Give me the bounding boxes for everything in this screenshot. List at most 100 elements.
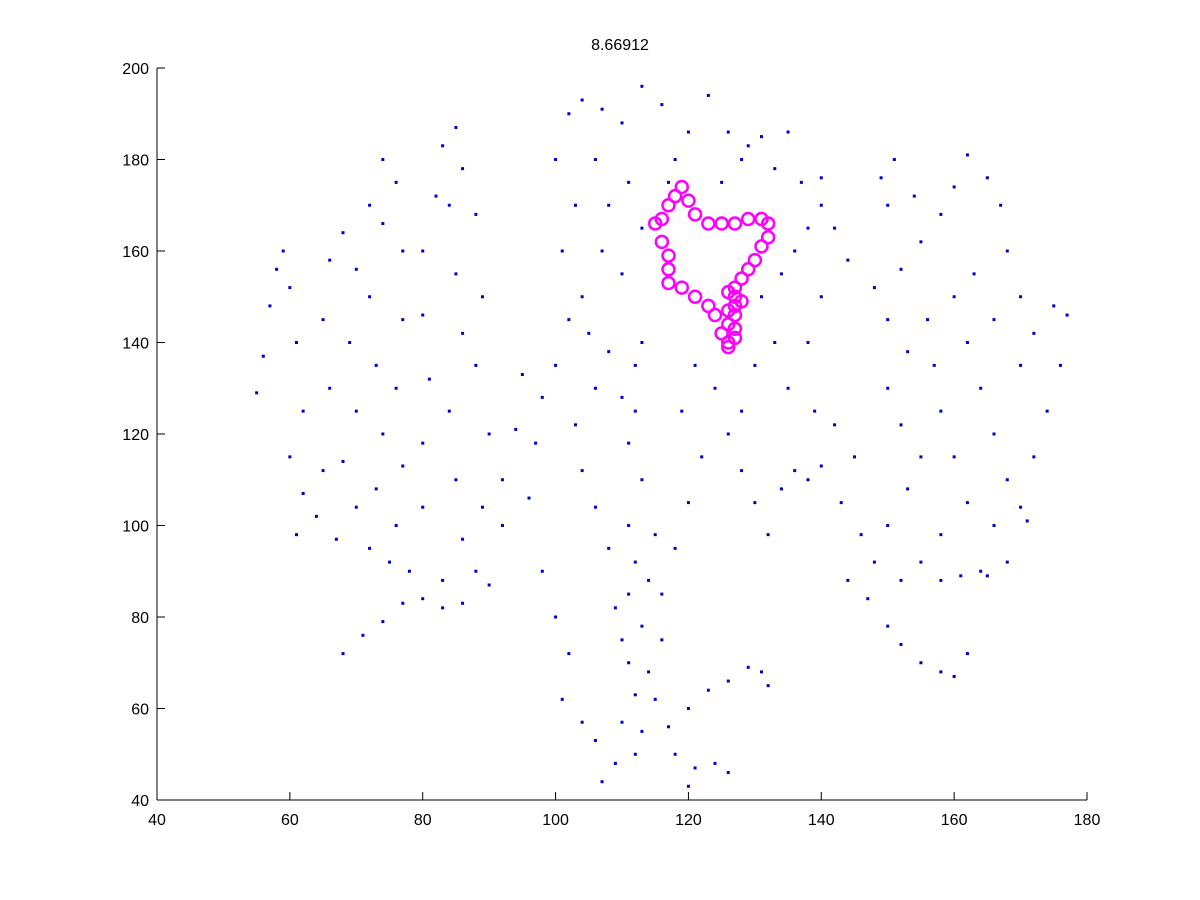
scatter-point bbox=[653, 533, 657, 537]
y-tick-label: 160 bbox=[122, 244, 149, 261]
scatter-point bbox=[693, 363, 697, 367]
scatter-point bbox=[746, 144, 750, 148]
scatter-point bbox=[899, 423, 903, 427]
scatter-point bbox=[474, 569, 478, 573]
y-tick-label: 140 bbox=[122, 336, 149, 353]
scatter-point bbox=[899, 642, 903, 646]
scatter-point bbox=[952, 185, 956, 189]
scatter-point bbox=[992, 432, 996, 436]
scatter-point bbox=[640, 478, 644, 482]
scatter-point bbox=[779, 487, 783, 491]
scatter-point bbox=[580, 469, 584, 473]
scatter-point bbox=[593, 505, 597, 509]
scatter-point bbox=[686, 501, 690, 505]
scatter-point bbox=[726, 771, 730, 775]
path-point bbox=[740, 262, 756, 277]
scatter-point bbox=[965, 652, 969, 656]
path-point bbox=[681, 193, 696, 208]
scatter-point bbox=[886, 318, 890, 322]
path-point bbox=[707, 307, 723, 323]
scatter-point bbox=[813, 409, 817, 413]
scatter-point bbox=[1005, 560, 1009, 564]
y-tick-label: 180 bbox=[122, 153, 149, 170]
scatter-point bbox=[952, 674, 956, 678]
path-point bbox=[654, 234, 670, 250]
scatter-point bbox=[1019, 295, 1023, 299]
scatter-point bbox=[607, 546, 611, 550]
scatter-point bbox=[640, 624, 644, 628]
path-point bbox=[740, 211, 756, 227]
scatter-point bbox=[799, 180, 803, 184]
scatter-point bbox=[939, 409, 943, 413]
scatter-point bbox=[1058, 363, 1062, 367]
scatter-point bbox=[793, 469, 797, 473]
scatter-point bbox=[527, 496, 531, 500]
scatter-point bbox=[1025, 519, 1029, 523]
scatter-point bbox=[700, 455, 704, 459]
scatter-point bbox=[899, 267, 903, 271]
scatter-point bbox=[447, 409, 451, 413]
path-point bbox=[727, 307, 743, 323]
scatter-point bbox=[713, 386, 717, 390]
scatter-point bbox=[554, 615, 558, 619]
scatter-point bbox=[381, 222, 385, 226]
scatter-point bbox=[554, 363, 558, 367]
scatter-point bbox=[540, 569, 544, 573]
scatter-point bbox=[368, 203, 372, 207]
scatter-point bbox=[673, 158, 677, 161]
scatter-point bbox=[647, 578, 651, 582]
scatter-point bbox=[520, 373, 524, 377]
scatter-point bbox=[886, 386, 890, 390]
y-tick-label: 80 bbox=[131, 610, 149, 627]
x-tick-label: 100 bbox=[542, 812, 569, 829]
scatter-point bbox=[461, 167, 465, 171]
scatter-point bbox=[587, 331, 591, 335]
scatter-point bbox=[487, 432, 491, 436]
scatter-point bbox=[288, 286, 292, 290]
scatter-point bbox=[760, 295, 763, 299]
scatter-point bbox=[593, 739, 597, 743]
scatter-point bbox=[686, 784, 690, 788]
scatter-point bbox=[985, 176, 989, 180]
scatter-point bbox=[348, 341, 352, 344]
scatter-point bbox=[255, 391, 259, 395]
scatter-point bbox=[939, 533, 943, 537]
scatter-point bbox=[680, 409, 684, 413]
path-point bbox=[701, 298, 716, 314]
scatter-point bbox=[706, 688, 710, 692]
scatter-point bbox=[354, 505, 358, 509]
scatter-point bbox=[760, 670, 763, 674]
scatter-point bbox=[401, 464, 405, 468]
scatter-point bbox=[912, 194, 916, 198]
scatter-point bbox=[879, 176, 883, 180]
scatter-point bbox=[441, 144, 445, 148]
scatter-point bbox=[647, 670, 651, 674]
scatter-point bbox=[261, 354, 265, 358]
chart-title: 8.66912 bbox=[591, 37, 649, 54]
scatter-point bbox=[295, 533, 298, 537]
path-point bbox=[661, 248, 676, 263]
scatter-point bbox=[1005, 478, 1009, 482]
scatter-point bbox=[334, 537, 338, 541]
scatter-point bbox=[374, 363, 378, 367]
scatter-point bbox=[394, 180, 398, 184]
scatter-point bbox=[620, 638, 624, 642]
scatter-point bbox=[627, 592, 631, 596]
scatter-point bbox=[1019, 363, 1023, 367]
path-point bbox=[674, 179, 690, 195]
scatter-point bbox=[939, 212, 943, 216]
scatter-point bbox=[361, 633, 365, 637]
scatter-point bbox=[693, 766, 697, 770]
scatter-point bbox=[667, 725, 670, 729]
scatter-point bbox=[314, 514, 318, 518]
scatter-point bbox=[686, 130, 690, 134]
scatter-point bbox=[401, 249, 405, 253]
scatter-point bbox=[627, 441, 631, 445]
scatter-point bbox=[633, 752, 637, 756]
scatter-point bbox=[633, 693, 637, 697]
path-point bbox=[661, 198, 676, 213]
scatter-point bbox=[514, 427, 518, 431]
scatter-point bbox=[640, 226, 644, 230]
scatter-point bbox=[421, 249, 425, 253]
